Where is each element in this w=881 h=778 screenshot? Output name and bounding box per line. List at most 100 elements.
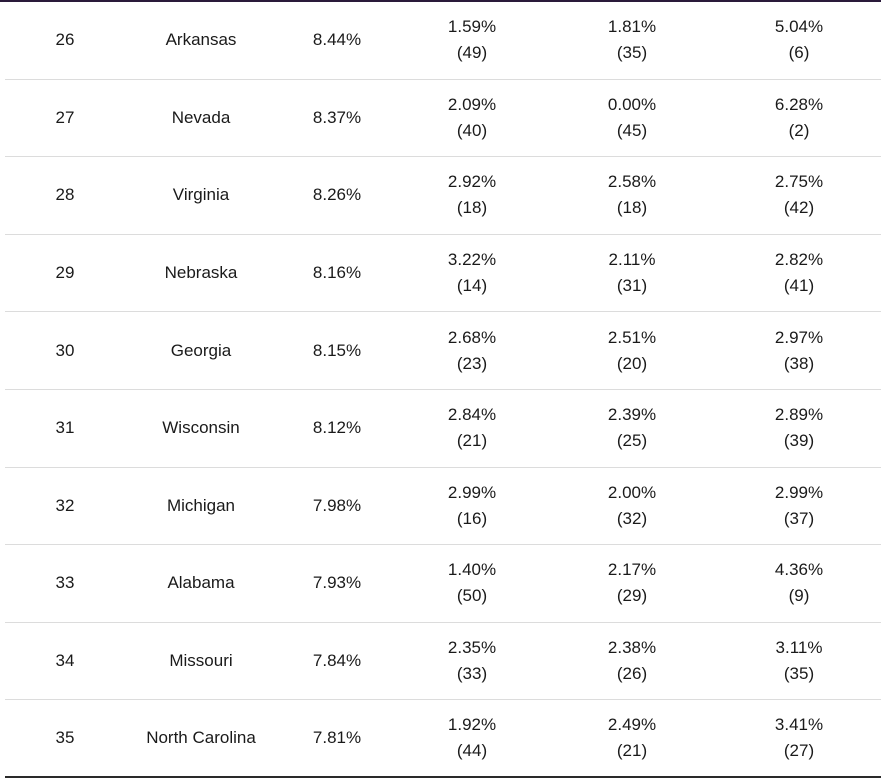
metric-1-cell-percent: 2.92% (447, 172, 497, 192)
metric-2-cell-rank: (45) (616, 120, 648, 140)
metric-2-cell: 2.58% (18) (547, 157, 717, 234)
rank-cell: 26 (5, 2, 125, 79)
metric-1-cell: 1.92% (44) (397, 700, 547, 776)
metric-3-cell-rank: (35) (783, 664, 815, 684)
metric-2-cell: 2.51% (20) (547, 312, 717, 389)
metric-1-cell-percent: 2.99% (447, 482, 497, 502)
metric-3-cell-percent: 5.04% (774, 17, 824, 37)
metric-2-cell-percent: 2.58% (607, 172, 657, 192)
rank-cell: 33 (5, 545, 125, 622)
metric-1-cell-rank: (49) (456, 43, 488, 63)
metric-3-cell-percent: 2.89% (774, 405, 824, 425)
metric-2-cell: 2.17% (29) (547, 545, 717, 622)
rank-cell: 32 (5, 468, 125, 545)
metric-3-cell-rank: (38) (783, 353, 815, 373)
rank-cell: 29 (5, 235, 125, 312)
table-row: 30 Georgia 8.15% 2.68% (23) 2.51% (20) 2.97% (38… (5, 312, 881, 390)
rank-cell-text: 31 (55, 418, 75, 438)
total-cell: 8.26% (277, 157, 397, 234)
state-cell: Arkansas (125, 2, 277, 79)
metric-3-cell: 2.89% (39) (717, 390, 881, 467)
metric-2-cell-rank: (25) (616, 431, 648, 451)
rank-cell-text: 33 (55, 573, 75, 593)
total-cell-text: 8.12% (312, 418, 362, 438)
metric-3-cell-percent: 2.75% (774, 172, 824, 192)
metric-2-cell-percent: 2.11% (608, 250, 656, 270)
metric-1-cell: 2.99% (16) (397, 468, 547, 545)
table-row: 32 Michigan 7.98% 2.99% (16) 2.00% (32) 2.99% (3… (5, 468, 881, 546)
state-cell-text: Nebraska (164, 263, 238, 283)
metric-1-cell-rank: (18) (456, 198, 488, 218)
rank-cell: 31 (5, 390, 125, 467)
metric-1-cell-percent: 2.09% (447, 94, 497, 114)
state-cell: Wisconsin (125, 390, 277, 467)
metric-3-cell: 2.75% (42) (717, 157, 881, 234)
metric-1-cell-percent: 2.68% (447, 327, 497, 347)
metric-3-cell: 2.99% (37) (717, 468, 881, 545)
total-cell-text: 8.15% (312, 340, 362, 360)
state-cell: Michigan (125, 468, 277, 545)
metric-2-cell-percent: 2.39% (607, 405, 657, 425)
rank-cell: 35 (5, 700, 125, 776)
metric-2-cell-percent: 2.17% (607, 560, 657, 580)
metric-2-cell: 2.49% (21) (547, 700, 717, 776)
metric-1-cell-percent: 1.92% (447, 715, 497, 735)
metric-1-cell-percent: 1.40% (447, 560, 497, 580)
state-cell: Georgia (125, 312, 277, 389)
total-cell: 7.93% (277, 545, 397, 622)
metric-2-cell: 2.39% (25) (547, 390, 717, 467)
metric-1-cell-percent: 2.35% (447, 638, 497, 658)
rank-cell: 34 (5, 623, 125, 700)
metric-1-cell-percent: 1.59% (447, 17, 497, 37)
metric-3-cell-rank: (6) (788, 43, 810, 63)
rank-cell-text: 26 (55, 30, 75, 50)
metric-1-cell: 2.84% (21) (397, 390, 547, 467)
rank-cell-text: 35 (55, 728, 75, 748)
state-cell: Missouri (125, 623, 277, 700)
total-cell: 8.15% (277, 312, 397, 389)
rank-cell-text: 32 (55, 495, 75, 515)
total-cell: 7.84% (277, 623, 397, 700)
metric-1-cell-rank: (21) (456, 431, 488, 451)
total-cell-text: 8.44% (312, 30, 362, 50)
metric-3-cell-percent: 4.36% (774, 560, 824, 580)
state-cell: North Carolina (125, 700, 277, 776)
metric-1-cell-rank: (40) (456, 120, 488, 140)
rank-cell: 27 (5, 80, 125, 157)
metric-3-cell-rank: (2) (788, 120, 810, 140)
total-cell-text: 7.93% (312, 573, 362, 593)
state-cell: Nebraska (125, 235, 277, 312)
metric-1-cell: 1.59% (49) (397, 2, 547, 79)
metric-3-cell-percent: 2.97% (774, 327, 824, 347)
metric-2-cell-percent: 2.51% (607, 327, 657, 347)
metric-1-cell-rank: (50) (456, 586, 488, 606)
metric-3-cell: 3.41% (27) (717, 700, 881, 776)
table-row: 31 Wisconsin 8.12% 2.84% (21) 2.39% (25) 2.89% (… (5, 390, 881, 468)
metric-1-cell-rank: (33) (456, 664, 488, 684)
metric-2-cell-percent: 2.38% (607, 638, 657, 658)
metric-1-cell: 2.92% (18) (397, 157, 547, 234)
metric-3-cell-rank: (27) (783, 741, 815, 761)
metric-2-cell-rank: (32) (616, 508, 648, 528)
total-cell: 7.81% (277, 700, 397, 776)
metric-2-cell: 2.11% (31) (547, 235, 717, 312)
metric-2-cell-percent: 2.00% (607, 482, 657, 502)
rank-cell: 30 (5, 312, 125, 389)
metric-2-cell-rank: (20) (616, 353, 648, 373)
table-row: 29 Nebraska 8.16% 3.22% (14) 2.11% (31) 2.82% (4… (5, 235, 881, 313)
metric-3-cell-rank: (39) (783, 431, 815, 451)
metric-3-cell: 2.82% (41) (717, 235, 881, 312)
state-cell: Alabama (125, 545, 277, 622)
metric-2-cell-percent: 1.81% (607, 17, 657, 37)
metric-1-cell-rank: (14) (456, 276, 488, 296)
total-cell-text: 8.16% (312, 263, 362, 283)
metric-1-cell: 3.22% (14) (397, 235, 547, 312)
metric-2-cell-percent: 0.00% (607, 94, 657, 114)
metric-3-cell-rank: (9) (788, 586, 810, 606)
rank-cell: 28 (5, 157, 125, 234)
metric-3-cell: 3.11% (35) (717, 623, 881, 700)
total-cell-text: 7.84% (312, 651, 362, 671)
metric-2-cell: 0.00% (45) (547, 80, 717, 157)
metric-3-cell-percent: 2.99% (774, 482, 824, 502)
total-cell: 8.16% (277, 235, 397, 312)
